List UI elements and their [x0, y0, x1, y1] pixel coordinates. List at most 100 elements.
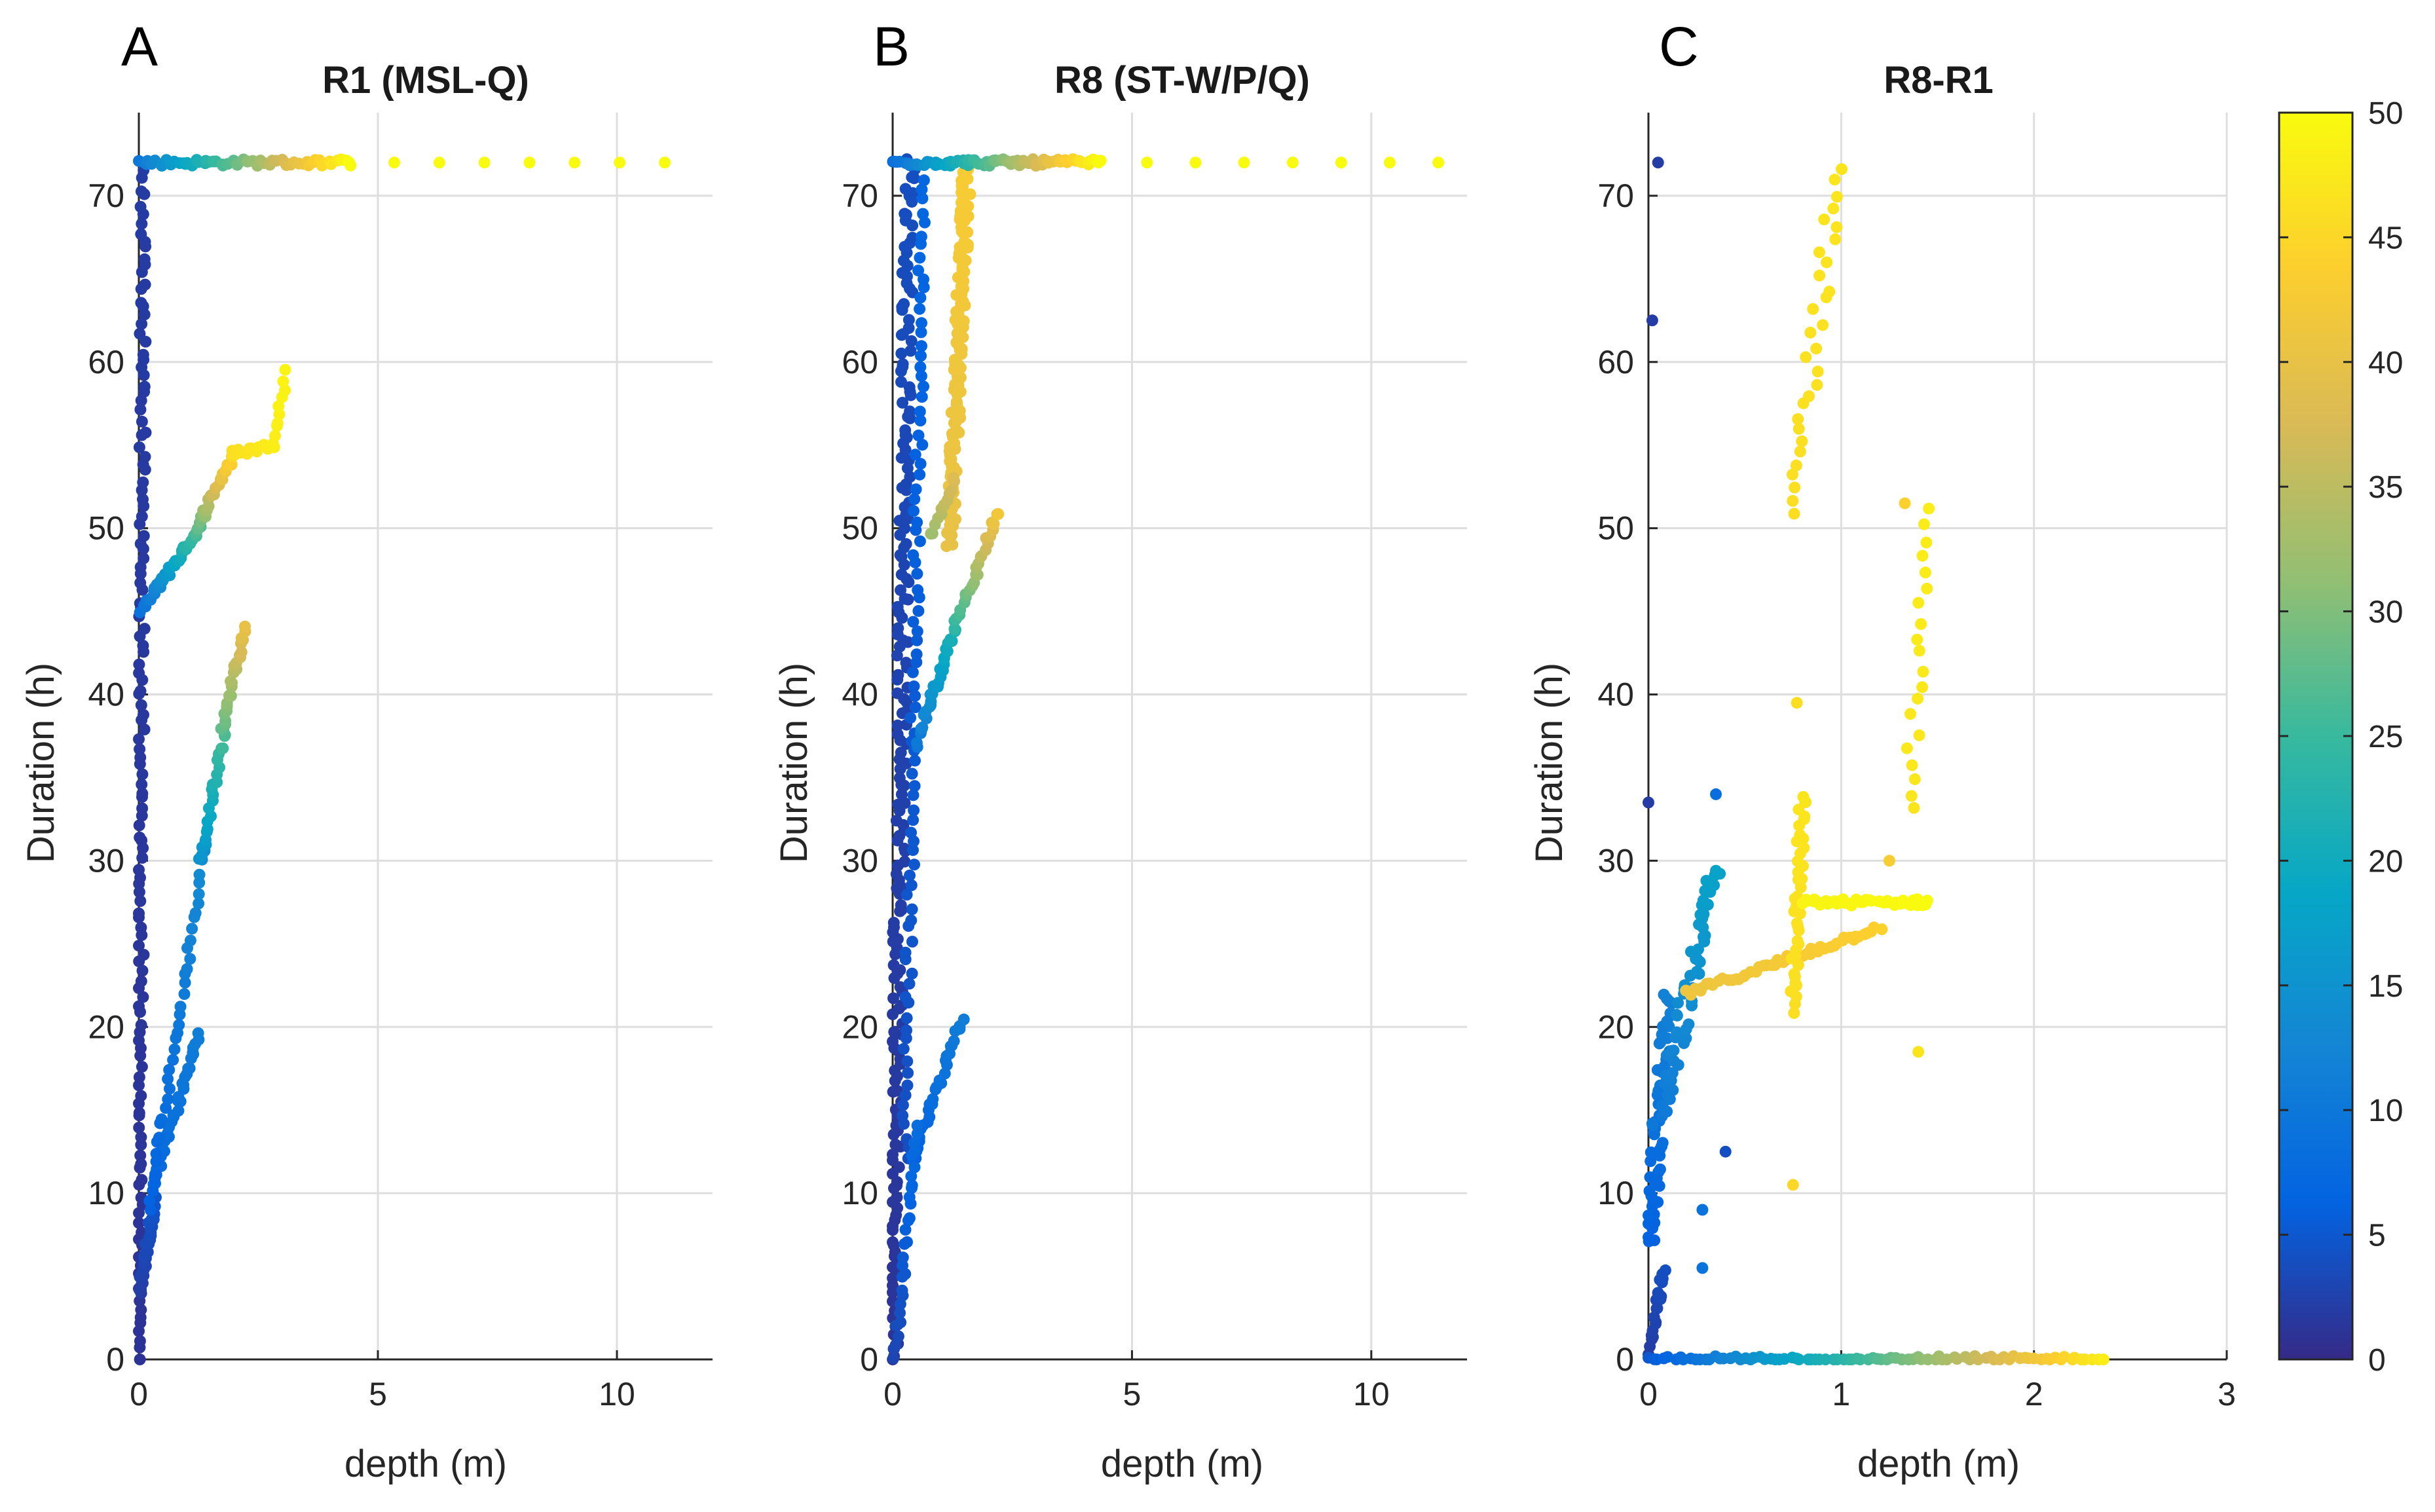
- data-point: [894, 981, 906, 993]
- data-point: [1698, 908, 1710, 920]
- data-point: [902, 314, 915, 326]
- data-point: [908, 858, 920, 871]
- y-tick-label: 50: [1597, 510, 1634, 547]
- panel-b-x-axis-label: depth (m): [1101, 1443, 1263, 1485]
- panel-b: B R8 (ST-W/P/Q) 0 5 10 0 10 20 30 40 50 60 70 dept…: [773, 16, 1467, 1485]
- data-point: [133, 1000, 145, 1012]
- data-point: [135, 921, 147, 934]
- y-tick-label: 0: [1616, 1341, 1634, 1378]
- data-point: [890, 815, 902, 827]
- y-tick-label: 30: [88, 842, 124, 879]
- data-point: [900, 657, 912, 669]
- panel-letter-c: C: [1659, 16, 1699, 77]
- data-point: [887, 1236, 899, 1248]
- data-point: [1794, 445, 1806, 458]
- data-point: [897, 358, 909, 371]
- data-point: [897, 397, 908, 409]
- data-point: [1854, 1354, 1867, 1365]
- panel-a: A R1 (MSL-Q) 0 5 10 0 10 20 30 40 50 60 70 depth (…: [20, 16, 713, 1485]
- data-point: [915, 350, 927, 362]
- data-point: [279, 384, 291, 396]
- data-point: [164, 1082, 176, 1095]
- y-tick-label: 70: [842, 177, 878, 214]
- data-point: [1666, 1044, 1679, 1057]
- panel-b-y-axis-label: Duration (h): [773, 663, 815, 863]
- data-point: [183, 1062, 196, 1075]
- data-point: [1643, 1231, 1654, 1244]
- data-point: [887, 959, 900, 971]
- data-point: [901, 1236, 913, 1248]
- data-point: [136, 787, 149, 800]
- colorbar-tick-label: 20: [2368, 844, 2403, 879]
- x-tick-label: 2: [2025, 1376, 2043, 1412]
- y-tick-label: 70: [88, 177, 124, 214]
- data-point: [1652, 157, 1664, 169]
- data-point: [1788, 1007, 1800, 1019]
- data-point: [909, 701, 921, 714]
- data-point: [1883, 855, 1895, 867]
- data-point: [137, 991, 149, 1003]
- data-point: [914, 291, 927, 304]
- y-tick-label: 60: [842, 344, 878, 380]
- data-point: [1696, 1204, 1709, 1216]
- data-point: [958, 236, 971, 248]
- y-tick-label: 20: [842, 1008, 878, 1045]
- data-point: [897, 1099, 909, 1111]
- data-point: [133, 864, 145, 876]
- data-point: [138, 552, 150, 564]
- data-point: [911, 516, 923, 528]
- x-tick-label: 5: [1123, 1376, 1142, 1412]
- data-point: [906, 936, 918, 948]
- data-point: [1821, 256, 1833, 268]
- data-point: [235, 646, 248, 658]
- data-point: [168, 1043, 181, 1056]
- data-point: [905, 335, 918, 347]
- data-point: [892, 669, 904, 681]
- data-point: [916, 317, 927, 329]
- data-point: [1788, 507, 1800, 520]
- y-tick-label: 10: [88, 1175, 124, 1211]
- data-point: [134, 831, 146, 843]
- data-point: [155, 1113, 168, 1126]
- data-point: [914, 303, 926, 315]
- data-point: [1811, 378, 1823, 391]
- data-point: [1800, 351, 1812, 363]
- data-point: [138, 623, 151, 635]
- data-point: [135, 699, 147, 711]
- data-point: [136, 802, 149, 815]
- data-point: [897, 1251, 909, 1264]
- data-point: [918, 380, 929, 393]
- data-point: [914, 415, 927, 427]
- panel-c-gridlines: [1648, 113, 2228, 1359]
- data-point: [1831, 191, 1843, 203]
- data-point: [1904, 708, 1916, 720]
- data-point: [1793, 422, 1805, 435]
- data-point: [904, 405, 916, 418]
- data-point: [908, 493, 921, 506]
- y-tick-label: 40: [1597, 676, 1634, 713]
- data-point: [1803, 390, 1815, 402]
- data-point: [901, 1012, 913, 1024]
- data-point: [1916, 549, 1929, 562]
- data-point: [915, 326, 927, 339]
- data-point: [916, 183, 928, 196]
- data-point: [134, 327, 146, 340]
- panel-b-points: [887, 153, 1445, 1365]
- x-tick-label: 10: [599, 1376, 635, 1412]
- data-point: [908, 1161, 921, 1173]
- data-point: [1918, 518, 1930, 530]
- data-point: [1691, 965, 1703, 978]
- colorbar-tick-label: 45: [2368, 221, 2403, 255]
- data-point: [135, 394, 147, 407]
- data-point: [1912, 692, 1924, 705]
- data-point: [135, 1090, 147, 1102]
- data-point: [134, 403, 147, 416]
- data-point: [887, 917, 900, 929]
- data-point: [893, 772, 906, 784]
- x-tick-label: 0: [1639, 1376, 1658, 1412]
- data-point: [133, 819, 145, 832]
- panel-a-axes: 0 5 10 0 10 20 30 40 50 60 70: [88, 113, 713, 1412]
- data-point: [1817, 319, 1829, 331]
- data-point: [899, 855, 911, 868]
